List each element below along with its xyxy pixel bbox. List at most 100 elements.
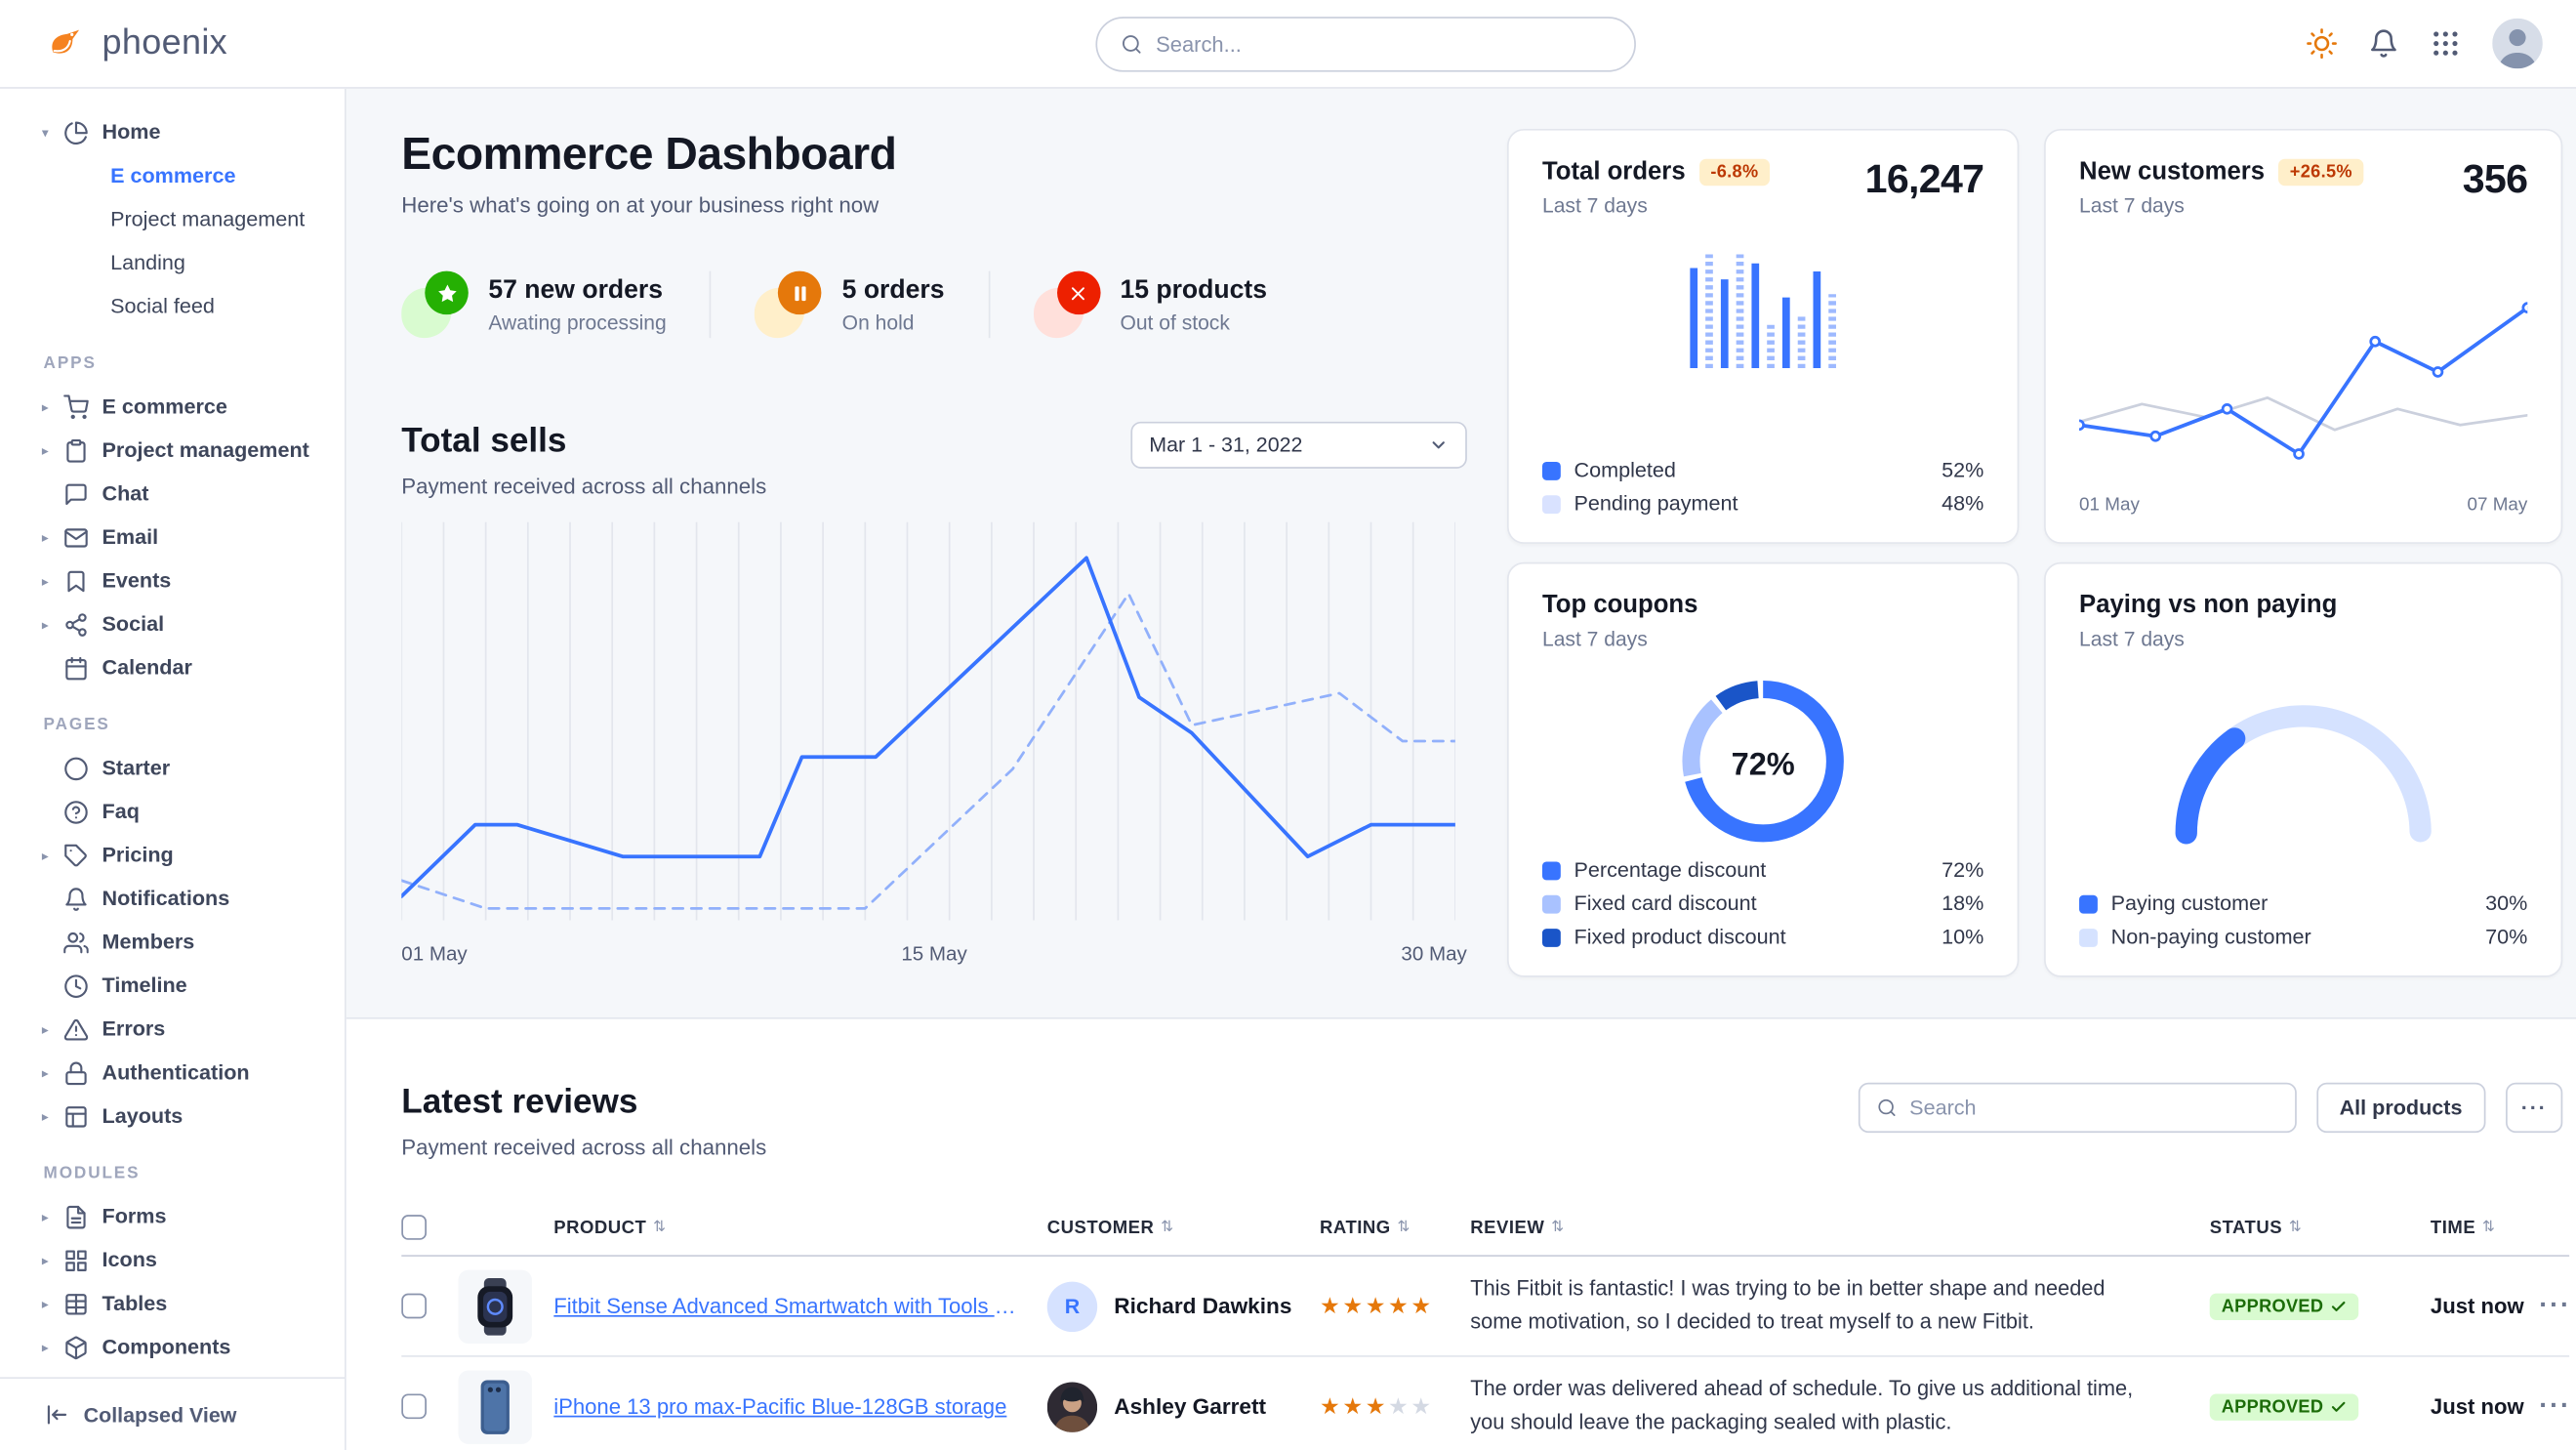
review-text: This Fitbit is fantastic! I was trying t… — [1470, 1277, 2106, 1333]
star-icon: ★ — [1365, 1292, 1389, 1318]
legend-value: 48% — [1942, 491, 1984, 516]
check-icon — [2331, 1301, 2346, 1311]
sidebar-subitem-e-commerce[interactable]: E commerce — [0, 154, 345, 198]
orders-legend: Completed 52% Pending payment 48% — [1541, 459, 1984, 516]
star-icon: ★ — [1320, 1292, 1343, 1318]
column-header-customer[interactable]: CUSTOMER ⇅ — [1046, 1217, 1174, 1238]
topbar-search-input[interactable] — [1156, 31, 1612, 58]
status-badge: APPROVED — [2209, 1392, 2359, 1421]
bookmark-icon — [63, 568, 89, 594]
chevron-down-icon — [1432, 441, 1445, 449]
table-body: Fitbit Sense Advanced Smartwatch with To… — [401, 1257, 2571, 1450]
reviews-search-input[interactable] — [1909, 1096, 2278, 1120]
sidebar-item-timeline[interactable]: Timeline — [0, 964, 345, 1008]
sidebar-item-home[interactable]: ▾ Home — [0, 110, 345, 154]
stats-row: 57 new orders Awating processing 5 orders O… — [401, 270, 1467, 339]
sidebar-item-authentication[interactable]: ▸ Authentication — [0, 1051, 345, 1095]
sidebar-item-label: Members — [102, 930, 195, 954]
apps-grid-icon[interactable] — [2431, 28, 2461, 59]
sidebar-item-forms[interactable]: ▸ Forms — [0, 1195, 345, 1239]
sidebar-item-project-management[interactable]: ▸ Project management — [0, 429, 345, 473]
star-icon: ★ — [1388, 1292, 1411, 1318]
row-menu-button[interactable]: ··· — [2539, 1291, 2571, 1320]
product-link[interactable]: Fitbit Sense Advanced Smartwatch with To… — [553, 1293, 1031, 1319]
mail-icon — [63, 524, 89, 550]
paying-card: Paying vs non paying Last 7 days Paying … — [2044, 561, 2563, 977]
x-axis-label: 01 May — [401, 941, 468, 966]
column-header-product[interactable]: PRODUCT ⇅ — [553, 1217, 667, 1238]
sidebar-item-label: Events — [102, 568, 172, 593]
sidebar-item-notifications[interactable]: Notifications — [0, 877, 345, 921]
sidebar-item-layouts[interactable]: ▸ Layouts — [0, 1095, 345, 1139]
row-checkbox[interactable] — [401, 1293, 427, 1319]
pie-chart-icon — [63, 120, 89, 145]
notifications-bell-icon[interactable] — [2369, 28, 2399, 59]
card-period: Last 7 days — [1541, 627, 1648, 651]
card-value: 356 — [2462, 157, 2528, 203]
sidebar-item-components[interactable]: ▸ Components — [0, 1325, 345, 1369]
sidebar-item-starter[interactable]: Starter — [0, 746, 345, 790]
file-icon — [63, 1204, 89, 1229]
topbar-search[interactable] — [1095, 17, 1636, 72]
sort-icon: ⇅ — [2288, 1218, 2302, 1235]
layout-icon — [63, 1103, 89, 1129]
sidebar-subitem-landing[interactable]: Landing — [0, 241, 345, 285]
sidebar-item-calendar[interactable]: Calendar — [0, 645, 345, 689]
sidebar-subitem-project-management[interactable]: Project management — [0, 197, 345, 241]
customer-avatar: R — [1046, 1280, 1098, 1332]
sidebar-item-icons[interactable]: ▸ Icons — [0, 1238, 345, 1282]
sidebar-item-events[interactable]: ▸ Events — [0, 559, 345, 602]
sidebar-item-chat[interactable]: Chat — [0, 472, 345, 516]
collapsed-view-button[interactable]: Collapsed View — [0, 1377, 346, 1450]
trend-badge: -6.8% — [1698, 157, 1771, 186]
clock-icon — [63, 973, 89, 998]
sidebar-item-pricing[interactable]: ▸ Pricing — [0, 833, 345, 877]
sidebar-subitem-social-feed[interactable]: Social feed — [0, 284, 345, 328]
x-axis-label: 30 May — [1401, 941, 1467, 966]
sidebar-section-title: PAGES — [43, 716, 110, 735]
paying-legend: Paying customer 30% Non-paying customer 70% — [2079, 891, 2527, 949]
column-header-status[interactable]: STATUS ⇅ — [2209, 1217, 2302, 1238]
help-icon — [63, 799, 89, 824]
reviews-search[interactable] — [1858, 1082, 2297, 1134]
star-icon: ★ — [1365, 1392, 1389, 1419]
star-icon — [401, 270, 469, 339]
customer-avatar — [1046, 1381, 1098, 1432]
sidebar-item-errors[interactable]: ▸ Errors — [0, 1008, 345, 1052]
chevron-right-icon: ▸ — [41, 1252, 49, 1268]
stat-value: 57 new orders — [488, 274, 664, 305]
sidebar-item-members[interactable]: Members — [0, 921, 345, 965]
column-header-review[interactable]: REVIEW ⇅ — [1470, 1217, 1565, 1238]
column-header-time[interactable]: TIME ⇅ — [2430, 1217, 2495, 1238]
reviews-controls: All products ··· — [1858, 1082, 2563, 1134]
orders-bar-chart — [1542, 254, 1983, 369]
product-link[interactable]: iPhone 13 pro max-Pacific Blue-128GB sto… — [553, 1393, 1007, 1420]
dashboard-section: Ecommerce Dashboard Here's what's going … — [347, 89, 2576, 1017]
top-coupons-card: Top coupons Last 7 days 72% Percentage d… — [1506, 561, 2020, 977]
column-header-rating[interactable]: RATING ⇅ — [1320, 1217, 1411, 1238]
row-checkbox[interactable] — [401, 1393, 427, 1420]
sidebar-item-social[interactable]: ▸ Social — [0, 602, 345, 646]
select-all-checkbox[interactable] — [401, 1215, 427, 1240]
sidebar-item-tables[interactable]: ▸ Tables — [0, 1282, 345, 1326]
theme-toggle-sun-icon[interactable] — [2307, 28, 2337, 59]
sidebar-item-email[interactable]: ▸ Email — [0, 516, 345, 559]
sidebar-item-faq[interactable]: Faq — [0, 790, 345, 834]
sidebar-item-e-commerce[interactable]: ▸ E commerce — [0, 385, 345, 429]
sidebar-subitem-label: Project management — [110, 207, 306, 231]
dashboard-left-column: Ecommerce Dashboard Here's what's going … — [399, 129, 1467, 977]
sidebar-item-label: Faq — [102, 800, 140, 824]
row-menu-button[interactable]: ··· — [2539, 1390, 2571, 1421]
user-avatar[interactable] — [2492, 18, 2543, 69]
all-products-button[interactable]: All products — [2315, 1082, 2486, 1134]
sidebar-item-label: Calendar — [102, 655, 192, 680]
card-title: Top coupons — [1541, 590, 1698, 620]
date-range-select[interactable]: Mar 1 - 31, 2022 — [1130, 421, 1467, 469]
reviews-more-button[interactable]: ··· — [2506, 1082, 2563, 1134]
sidebar-item-label: Errors — [102, 1016, 166, 1041]
card-title: Paying vs non paying — [2079, 590, 2338, 620]
legend-label: Paying customer — [2110, 891, 2269, 916]
brand[interactable]: phoenix — [45, 22, 227, 64]
total-sells-subtitle: Payment received across all channels — [401, 473, 767, 499]
